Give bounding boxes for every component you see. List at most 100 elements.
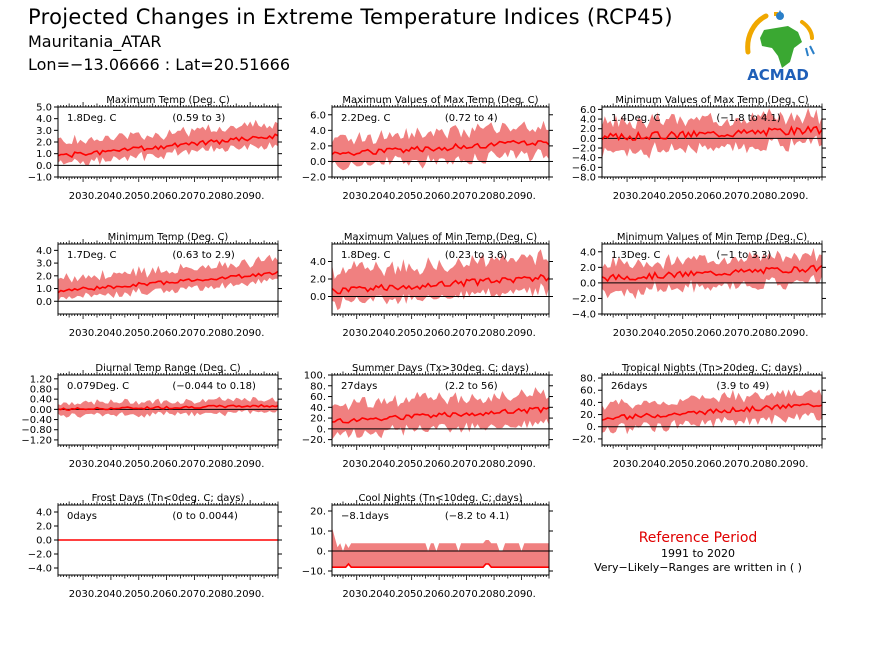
y-tick-label: 4.0 bbox=[36, 114, 52, 125]
x-tick-label: 2070. bbox=[180, 459, 209, 470]
location-label: Mauritania_ATAR bbox=[28, 32, 162, 51]
chart-title: Maximum Temp (Deg. C) bbox=[106, 95, 230, 106]
y-tick-label: 2.0 bbox=[36, 522, 52, 533]
x-tick-label: 2080. bbox=[208, 191, 237, 202]
x-tick-label: 2060. bbox=[152, 589, 181, 600]
range-band bbox=[332, 527, 549, 568]
chart-panel-p10: −4.0 −2.0 0.0 2.0 4.0 2030. 2040. 2050. 2060. 207… bbox=[28, 493, 282, 600]
x-tick-label: 2070. bbox=[724, 191, 753, 202]
chart-value: 1.7Deg. C bbox=[67, 250, 116, 261]
median-line bbox=[601, 125, 823, 142]
x-tick-label: 2080. bbox=[208, 459, 237, 470]
x-tick-label: 2050. bbox=[124, 328, 153, 339]
plot-frame bbox=[601, 243, 823, 315]
y-tick-label: 2.0 bbox=[580, 124, 596, 135]
median-line bbox=[331, 139, 550, 156]
y-tick-label: 0.80 bbox=[30, 385, 52, 396]
y-tick-label: 2.0 bbox=[580, 263, 596, 274]
x-tick-label: 2070. bbox=[452, 459, 481, 470]
y-tick-label: −6.0 bbox=[572, 163, 596, 174]
x-tick-label: 2090. bbox=[507, 589, 536, 600]
chart-range: (−0.044 to 0.18) bbox=[172, 381, 256, 392]
range-band bbox=[58, 254, 278, 302]
y-tick-label: 3.0 bbox=[36, 259, 52, 270]
chart-value: 1.4Deg. C bbox=[611, 113, 660, 124]
median-line bbox=[601, 402, 823, 421]
chart-value: 0.079Deg. C bbox=[67, 381, 129, 392]
x-tick-label: 2080. bbox=[208, 589, 237, 600]
y-tick-label: 60. bbox=[310, 392, 326, 403]
chart-title: Maximum Values of Max Temp (Deg. C) bbox=[342, 95, 538, 106]
median-line bbox=[331, 406, 550, 424]
chart-range: (0.72 to 4) bbox=[445, 113, 498, 124]
y-tick-label: 6.0 bbox=[310, 110, 326, 121]
y-tick-label: 2.0 bbox=[310, 141, 326, 152]
chart-panel-p1: −1.00.01.02.03.04.05.0 2030. 2040. 2050. 206… bbox=[28, 95, 282, 202]
chart-title: Minimum Temp (Deg. C) bbox=[108, 232, 229, 243]
x-tick-label: 2090. bbox=[780, 328, 809, 339]
y-tick-label: 40. bbox=[310, 403, 326, 414]
chart-range: (2.2 to 56) bbox=[445, 381, 498, 392]
x-tick-label: 2060. bbox=[152, 328, 181, 339]
page-title: Projected Changes in Extreme Temperature… bbox=[28, 5, 673, 29]
median-line bbox=[57, 270, 279, 294]
x-tick-label: 2030. bbox=[342, 191, 371, 202]
y-tick-label: 0.0 bbox=[36, 536, 52, 547]
reference-title: Reference Period bbox=[638, 530, 758, 546]
median-line bbox=[331, 273, 550, 295]
x-tick-label: 2050. bbox=[397, 328, 426, 339]
acmad-africa-logo-icon: ACMAD bbox=[745, 10, 815, 84]
y-tick-label: 2.0 bbox=[36, 271, 52, 282]
y-tick-label: 4.0 bbox=[36, 508, 52, 519]
x-tick-label: 2080. bbox=[480, 459, 509, 470]
x-tick-label: 2090. bbox=[236, 328, 265, 339]
range-band bbox=[332, 120, 549, 171]
y-tick-label: 4.0 bbox=[310, 126, 326, 137]
chart-value: 1.3Deg. C bbox=[611, 250, 660, 261]
y-tick-label: 20. bbox=[310, 414, 326, 425]
x-tick-label: 2090. bbox=[236, 191, 265, 202]
x-tick-label: 2050. bbox=[124, 459, 153, 470]
y-tick-label: 0. bbox=[316, 424, 326, 435]
x-tick-label: 2070. bbox=[180, 328, 209, 339]
y-tick-label: 20. bbox=[580, 410, 596, 421]
y-tick-label: 20. bbox=[310, 507, 326, 518]
plot-frame bbox=[57, 374, 279, 446]
acmad-logo: ACMAD bbox=[736, 8, 820, 84]
y-tick-label: 2.0 bbox=[36, 138, 52, 149]
x-tick-label: 2070. bbox=[724, 459, 753, 470]
y-tick-label: 1.0 bbox=[36, 284, 52, 295]
chart-panel-p6: −4.0 −2.0 0.0 2.0 4.0 2030. 2040. 2050. 2060. 207… bbox=[572, 232, 826, 339]
chart-range: (−8.2 to 4.1) bbox=[445, 511, 509, 522]
x-tick-label: 2080. bbox=[752, 328, 781, 339]
x-tick-label: 2060. bbox=[152, 459, 181, 470]
y-tick-label: 0.0 bbox=[580, 278, 596, 289]
y-tick-label: 3.0 bbox=[36, 126, 52, 137]
x-tick-label: 2060. bbox=[425, 328, 454, 339]
chart-range: (−1 to 3.3) bbox=[716, 250, 771, 261]
chart-value: 26days bbox=[611, 381, 647, 392]
chart-title: Diurnal Temp Range (Deg. C) bbox=[95, 363, 240, 374]
x-tick-label: 2050. bbox=[397, 589, 426, 600]
chart-panel-p2: −2.0 0.0 2.0 4.0 6.0 2030.2040.2050.2060.2070… bbox=[302, 95, 553, 202]
x-tick-label: 2050. bbox=[124, 191, 153, 202]
x-tick-label: 2050. bbox=[397, 459, 426, 470]
chart-panel-p9: −20.0.20.40.60.80.2030. 2040. 2050. 2060. 20… bbox=[572, 363, 826, 470]
y-tick-label: −10. bbox=[302, 567, 326, 578]
chart-range: (0 to 0.0044) bbox=[172, 511, 238, 522]
y-tick-label: 6.0 bbox=[580, 105, 596, 116]
y-tick-label: 4.0 bbox=[580, 115, 596, 126]
x-tick-label: 2050. bbox=[668, 191, 697, 202]
range-band bbox=[602, 107, 822, 160]
median-line bbox=[57, 403, 279, 412]
range-band bbox=[602, 247, 822, 300]
x-tick-label: 2070. bbox=[724, 328, 753, 339]
x-tick-label: 2070. bbox=[180, 589, 209, 600]
y-tick-label: −2.0 bbox=[28, 550, 52, 561]
x-tick-label: 2050. bbox=[397, 191, 426, 202]
y-tick-label: 0. bbox=[316, 547, 326, 558]
y-tick-label: 4.0 bbox=[580, 247, 596, 258]
x-tick-label: 2080. bbox=[480, 191, 509, 202]
reference-period-note: Reference Period 1991 to 2020 Very−Likel… bbox=[588, 530, 808, 574]
